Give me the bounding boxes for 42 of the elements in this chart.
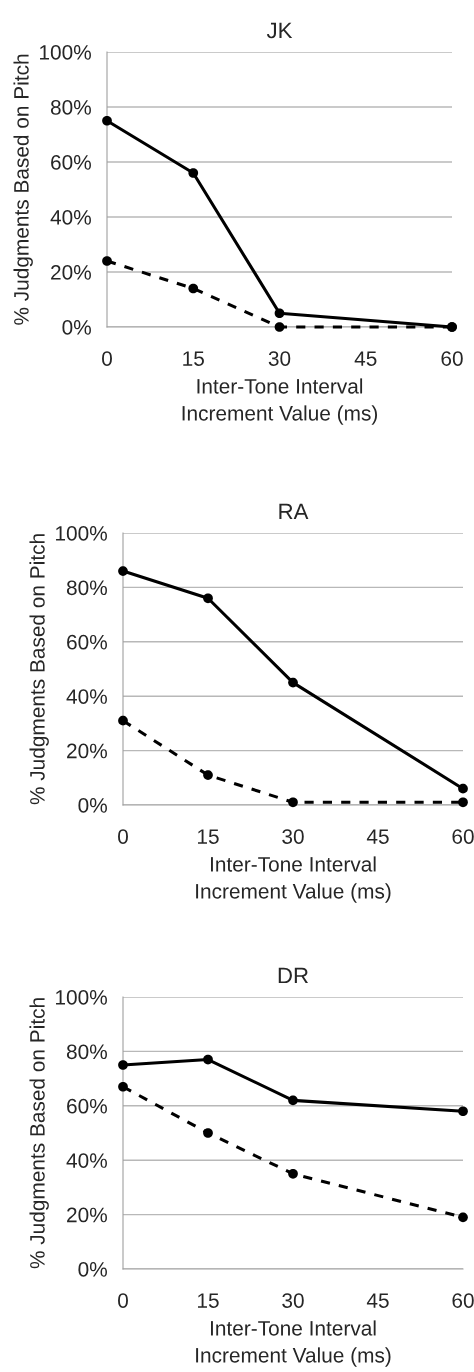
x-tick-label: 15	[183, 351, 204, 366]
x-tick-label: 30	[282, 829, 304, 844]
x-axis-title: Inter-Tone Interval Increment Value (ms)	[182, 378, 378, 425]
x-axis-title: Inter-Tone Interval Increment Value (ms)	[196, 1320, 391, 1367]
y-tick-label: 60%	[67, 1098, 107, 1114]
x-tick-label: 60	[441, 351, 463, 366]
y-tick-label: 20%	[51, 265, 91, 280]
y-tick-label: 40%	[50, 210, 91, 225]
x-tick-label: 30	[268, 351, 291, 366]
y-tick-label: 80%	[66, 1044, 107, 1060]
x-tick-label: 15	[198, 1293, 219, 1308]
y-tick-label: 100%	[40, 45, 91, 60]
y-tick-label: 60%	[51, 155, 91, 170]
y-tick-label: 100%	[56, 990, 107, 1005]
y-tick-label: 80%	[66, 580, 107, 596]
x-tick-label: 45	[366, 1293, 389, 1308]
y-tick-label: 0%	[62, 320, 91, 335]
y-tick-label: 40%	[66, 689, 107, 704]
x-tick-label: 0	[102, 351, 112, 366]
chart-title: RA	[279, 503, 309, 520]
x-axis-title: Inter-Tone Interval Increment Value (ms)	[196, 856, 391, 903]
y-tick-label: 100%	[56, 526, 107, 541]
x-tick-label: 0	[118, 1293, 128, 1308]
y-axis-title: % Judgments Based on Pitch	[29, 534, 49, 805]
chart-title: DR	[278, 967, 309, 984]
y-axis-title: % Judgments Based on Pitch	[29, 998, 49, 1269]
y-tick-label: 20%	[67, 1207, 107, 1223]
chart-title: JK	[266, 22, 293, 39]
x-tick-label: 60	[452, 1293, 474, 1308]
x-tick-label: 60	[452, 829, 474, 844]
y-tick-label: 0%	[78, 1262, 107, 1277]
x-tick-label: 45	[366, 829, 389, 844]
x-tick-label: 0	[118, 829, 128, 844]
y-tick-label: 40%	[66, 1153, 107, 1168]
y-tick-label: 20%	[67, 743, 107, 759]
y-tick-label: 80%	[50, 100, 91, 115]
x-tick-label: 45	[354, 351, 377, 366]
x-tick-label: 30	[282, 1293, 304, 1308]
y-axis-title: % Judgments Based on Pitch	[13, 54, 33, 325]
x-tick-label: 15	[198, 829, 219, 844]
y-tick-label: 0%	[78, 798, 107, 813]
y-tick-label: 60%	[67, 634, 107, 650]
